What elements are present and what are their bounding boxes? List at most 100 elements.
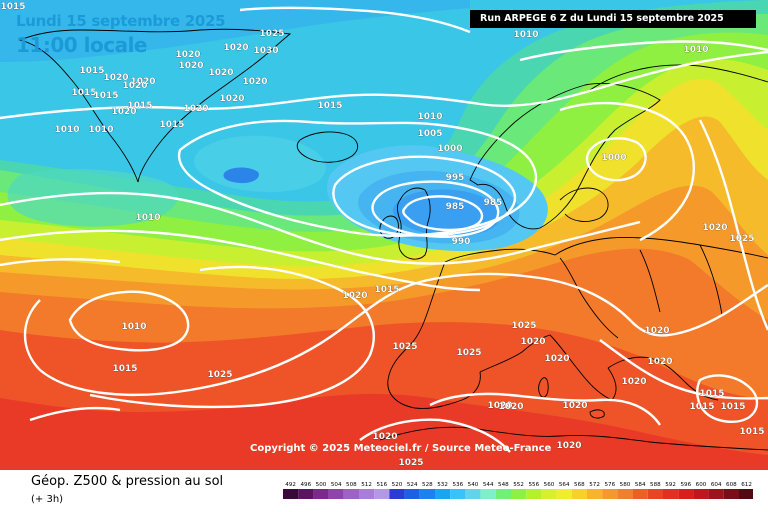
legend-tick-label: 556 <box>528 482 539 488</box>
isobar-value-label: 1020 <box>702 223 727 233</box>
isobar-value-label: 1015 <box>689 402 714 412</box>
legend-color-swatch <box>587 489 603 499</box>
legend-tick-label: 524 <box>407 482 418 488</box>
isobar-value-label: 1020 <box>122 81 147 91</box>
legend-tick-label: 560 <box>544 482 555 488</box>
legend-tick-label: 612 <box>741 482 752 488</box>
legend-tick-label: 508 <box>346 482 357 488</box>
legend-tick-label: 600 <box>696 482 707 488</box>
isobar-value-label: 1030 <box>253 46 278 56</box>
isobar-value-label: 1010 <box>417 112 442 122</box>
legend-color-swatch <box>602 489 618 499</box>
legend-color-swatch <box>389 489 405 499</box>
isobar-value-label: 1025 <box>392 342 417 352</box>
isobar-value-label: 985 <box>446 202 465 212</box>
isobar-value-label: 1020 <box>342 291 367 301</box>
isobar-value-label: 1025 <box>398 458 423 468</box>
map-footer: Géop. Z500 & pression au sol (+ 3h) 492 4… <box>0 470 768 512</box>
legend-color-swatch <box>450 489 466 499</box>
legend-color-swatch <box>723 489 739 499</box>
color-scale-legend: 492 496 500 504 508 512 516 520 524 528 532 536 540 5… <box>283 482 753 499</box>
isobar-value-label: 1015 <box>739 427 764 437</box>
legend-tick-label: 500 <box>316 482 327 488</box>
legend-color-swatch <box>328 489 344 499</box>
isobar-value-label: 1020 <box>219 94 244 104</box>
legend-color-swatch <box>663 489 679 499</box>
isobars <box>0 6 768 453</box>
legend-color-swatch <box>435 489 451 499</box>
model-run-banner: Run ARPEGE 6 Z du Lundi 15 septembre 202… <box>470 10 756 28</box>
forecast-date: Lundi 15 septembre 2025 <box>16 12 226 30</box>
legend-tick-label: 548 <box>498 482 509 488</box>
legend-color-swatch <box>617 489 633 499</box>
legend-tick-label: 492 <box>285 482 296 488</box>
legend-color-swatch <box>283 489 299 499</box>
legend-color-swatch <box>708 489 724 499</box>
legend-color-swatch <box>541 489 557 499</box>
isobar-value-label: 995 <box>446 173 465 183</box>
legend-tick-label: 516 <box>376 482 387 488</box>
legend-color-swatch <box>359 489 375 499</box>
isobar-value-label: 990 <box>452 237 471 247</box>
legend-tick-label: 568 <box>574 482 585 488</box>
isobar-value-label: 1015 <box>159 120 184 130</box>
legend-tick-label: 552 <box>513 482 524 488</box>
isobar-value-label: 1020 <box>487 401 512 411</box>
legend-tick-label: 532 <box>437 482 448 488</box>
legend-tick-label: 512 <box>361 482 372 488</box>
legend-tick-label: 604 <box>711 482 722 488</box>
copyright-notice: Copyright © 2025 Meteociel.fr / Source M… <box>250 443 552 454</box>
isobar-value-label: 1020 <box>175 50 200 60</box>
legend-color-swatch <box>511 489 527 499</box>
legend-tick-label: 496 <box>300 482 311 488</box>
legend-tick-label: 544 <box>483 482 494 488</box>
isobar-value-label: 1015 <box>374 285 399 295</box>
legend-tick-label: 584 <box>635 482 646 488</box>
legend-tick-label: 528 <box>422 482 433 488</box>
isobar-value-label: 1015 <box>0 2 25 12</box>
legend-tick-label: 592 <box>665 482 676 488</box>
isobar-value-label: 1020 <box>208 68 233 78</box>
isobar-value-label: 1015 <box>93 91 118 101</box>
legend-tick-label: 572 <box>589 482 600 488</box>
isobar-value-label: 1020 <box>544 354 569 364</box>
forecast-step: (+ 3h) <box>31 494 64 505</box>
isobar-value-label: 1010 <box>683 45 708 55</box>
isobar-value-label: 1020 <box>498 402 523 412</box>
legend-color-swatch <box>313 489 329 499</box>
forecast-time: 11:00 locale <box>16 33 148 57</box>
isobar-value-label: 1010 <box>121 322 146 332</box>
isobar-value-label: 1025 <box>729 234 754 244</box>
legend-color-swatch <box>739 489 753 499</box>
legend-tick-label: 540 <box>468 482 479 488</box>
legend-color-swatch <box>495 489 511 499</box>
isobar-value-label: 1015 <box>699 389 724 399</box>
parameter-title: Géop. Z500 & pression au sol <box>31 474 224 489</box>
isobar-value-label: 1020 <box>130 77 155 87</box>
legend-color-swatch <box>298 489 314 499</box>
legend-color-swatch <box>374 489 390 499</box>
legend-tick-label: 580 <box>620 482 631 488</box>
legend-color-swatch <box>526 489 542 499</box>
isobar-value-label: 1015 <box>71 88 96 98</box>
isobar-value-label: 1025 <box>259 29 284 39</box>
geopotential-field <box>0 0 768 470</box>
legend-tick-label: 536 <box>452 482 463 488</box>
isobar-value-label: 1025 <box>511 321 536 331</box>
legend-tick-label: 504 <box>331 482 342 488</box>
legend-tick-label: 520 <box>392 482 403 488</box>
isobar-value-label: 1000 <box>601 153 626 163</box>
isobar-value-label: 1015 <box>112 364 137 374</box>
isobar-value-label: 1015 <box>317 101 342 111</box>
isobar-value-label: 1010 <box>135 213 160 223</box>
isobar-value-label: 1015 <box>720 402 745 412</box>
legend-tick-label: 564 <box>559 482 570 488</box>
legend-color-swatch <box>632 489 648 499</box>
isobar-value-label: 985 <box>484 198 503 208</box>
isobar-value-label: 1020 <box>103 73 128 83</box>
isobar-value-label: 1020 <box>242 77 267 87</box>
isobar-value-label: 1010 <box>513 30 538 40</box>
isobar-value-label: 1025 <box>456 348 481 358</box>
